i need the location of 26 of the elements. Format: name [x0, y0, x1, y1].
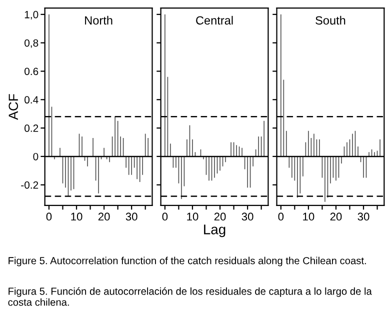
x-tick-label: 30: [242, 212, 254, 221]
y-tick-label: 0.4: [24, 96, 38, 104]
x-tick-label: 20: [98, 212, 110, 221]
x-tick-label: 10: [71, 212, 82, 221]
caption: Figure 5. Autocorrelation function of the catch residuals along the Chilean coast.: [8, 256, 366, 266]
y-tick-label: 0.2: [24, 124, 38, 132]
text: Central: [196, 16, 233, 25]
y-tick-label: 0: [33, 152, 38, 160]
x-tick-label: 20: [214, 212, 226, 221]
y-tick-label: 1,0: [24, 10, 38, 20]
y-tick-label: 0,8: [24, 39, 38, 48]
x-tick-label: 30: [358, 212, 370, 221]
text: South: [316, 16, 346, 25]
x-tick-label: 10: [187, 212, 198, 221]
x-tick-label: 0: [162, 212, 168, 221]
x-tick-label: 20: [330, 212, 342, 221]
text: North: [85, 16, 112, 25]
y-axis-title: ACF: [8, 94, 18, 120]
x-tick-label: 30: [126, 212, 138, 221]
text: Figura 5. Función de autocorrelación de los residuales de captura a lo largo de la costa chilena.: [8, 287, 372, 306]
y-tick-label: 0.6: [24, 68, 38, 76]
y-tick-label: -0.2: [21, 181, 38, 189]
x-axis-title: Lag: [204, 224, 226, 238]
x-tick-label: 0: [46, 212, 52, 221]
x-tick-label: 10: [303, 212, 314, 221]
x-tick-label: 0: [278, 212, 284, 221]
